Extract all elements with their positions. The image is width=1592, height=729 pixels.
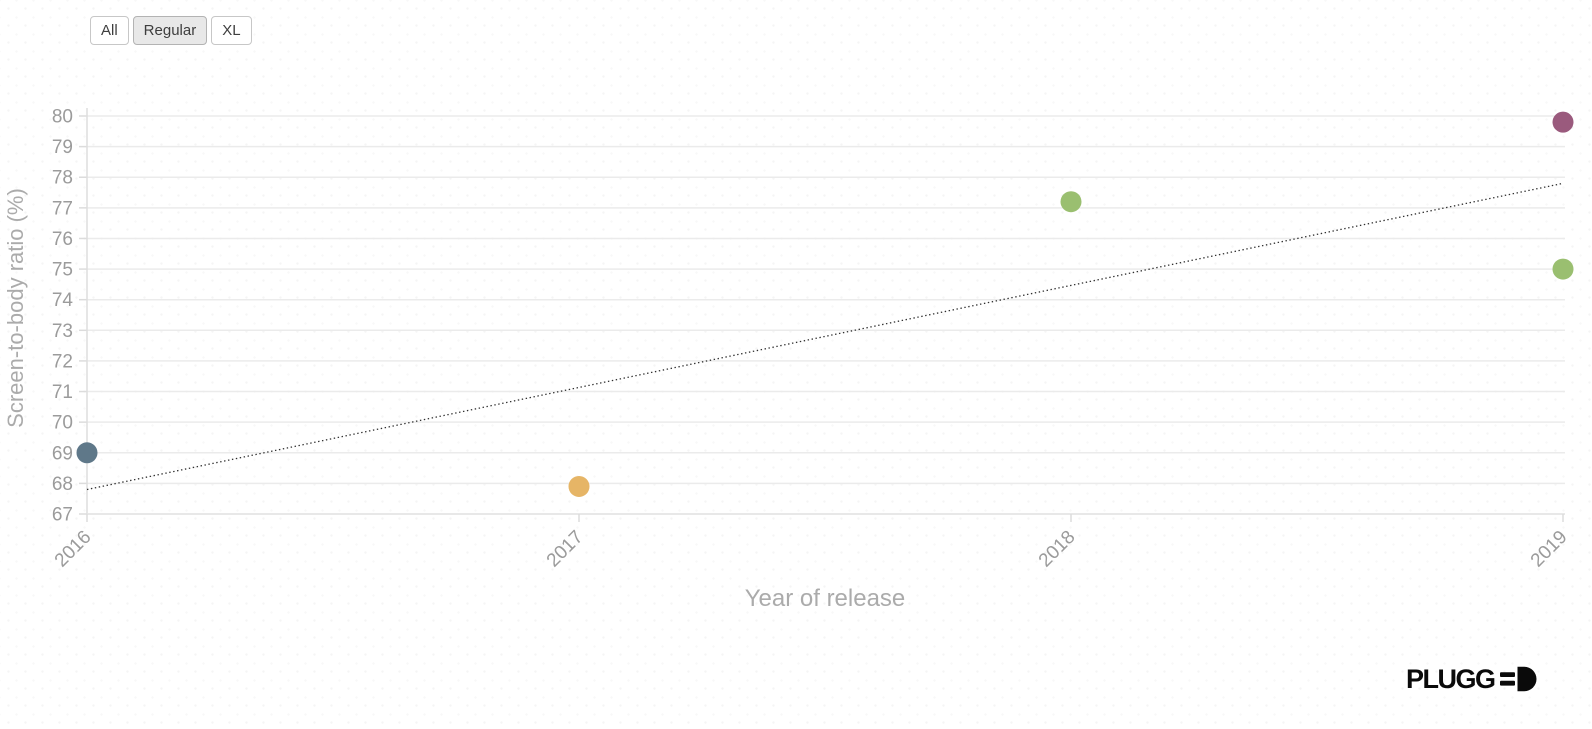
data-point[interactable] bbox=[1552, 111, 1574, 133]
filter-button-group: All Regular XL bbox=[90, 16, 252, 45]
y-tick-label: 74 bbox=[52, 290, 74, 311]
y-tick-label: 78 bbox=[52, 168, 73, 189]
y-tick-label: 69 bbox=[52, 443, 73, 464]
data-point[interactable] bbox=[1060, 191, 1082, 213]
x-axis-title: Year of release bbox=[745, 585, 906, 612]
plug-prongs-d-icon bbox=[1499, 666, 1537, 692]
y-axis-title: Screen-to-body ratio (%) bbox=[3, 188, 28, 428]
data-point[interactable] bbox=[76, 442, 98, 464]
y-tick-label: 73 bbox=[52, 321, 73, 342]
y-tick-label: 71 bbox=[52, 382, 73, 403]
y-tick-label: 68 bbox=[52, 474, 73, 495]
x-tick-label: 2016 bbox=[51, 527, 96, 572]
y-tick-label: 76 bbox=[52, 229, 73, 250]
y-tick-label: 75 bbox=[52, 260, 73, 281]
logo-text: PLUGG bbox=[1406, 664, 1496, 694]
plugged-logo: PLUGG bbox=[1406, 664, 1541, 695]
y-tick-label: 77 bbox=[52, 198, 73, 219]
filter-xl-button[interactable]: XL bbox=[211, 16, 252, 45]
y-tick-label: 72 bbox=[52, 351, 73, 372]
x-tick-label: 2018 bbox=[1035, 527, 1080, 572]
x-tick-label: 2017 bbox=[543, 527, 588, 572]
filter-all-button[interactable]: All bbox=[90, 16, 129, 45]
trend-line bbox=[86, 182, 1564, 491]
y-tick-label: 80 bbox=[52, 107, 73, 128]
filter-regular-button[interactable]: Regular bbox=[132, 16, 208, 45]
x-tick-label: 2019 bbox=[1527, 527, 1572, 572]
data-point[interactable] bbox=[568, 475, 590, 497]
y-tick-label: 70 bbox=[52, 413, 73, 434]
y-tick-label: 67 bbox=[52, 505, 73, 526]
data-point[interactable] bbox=[1552, 258, 1574, 280]
y-tick-label: 79 bbox=[52, 137, 73, 158]
